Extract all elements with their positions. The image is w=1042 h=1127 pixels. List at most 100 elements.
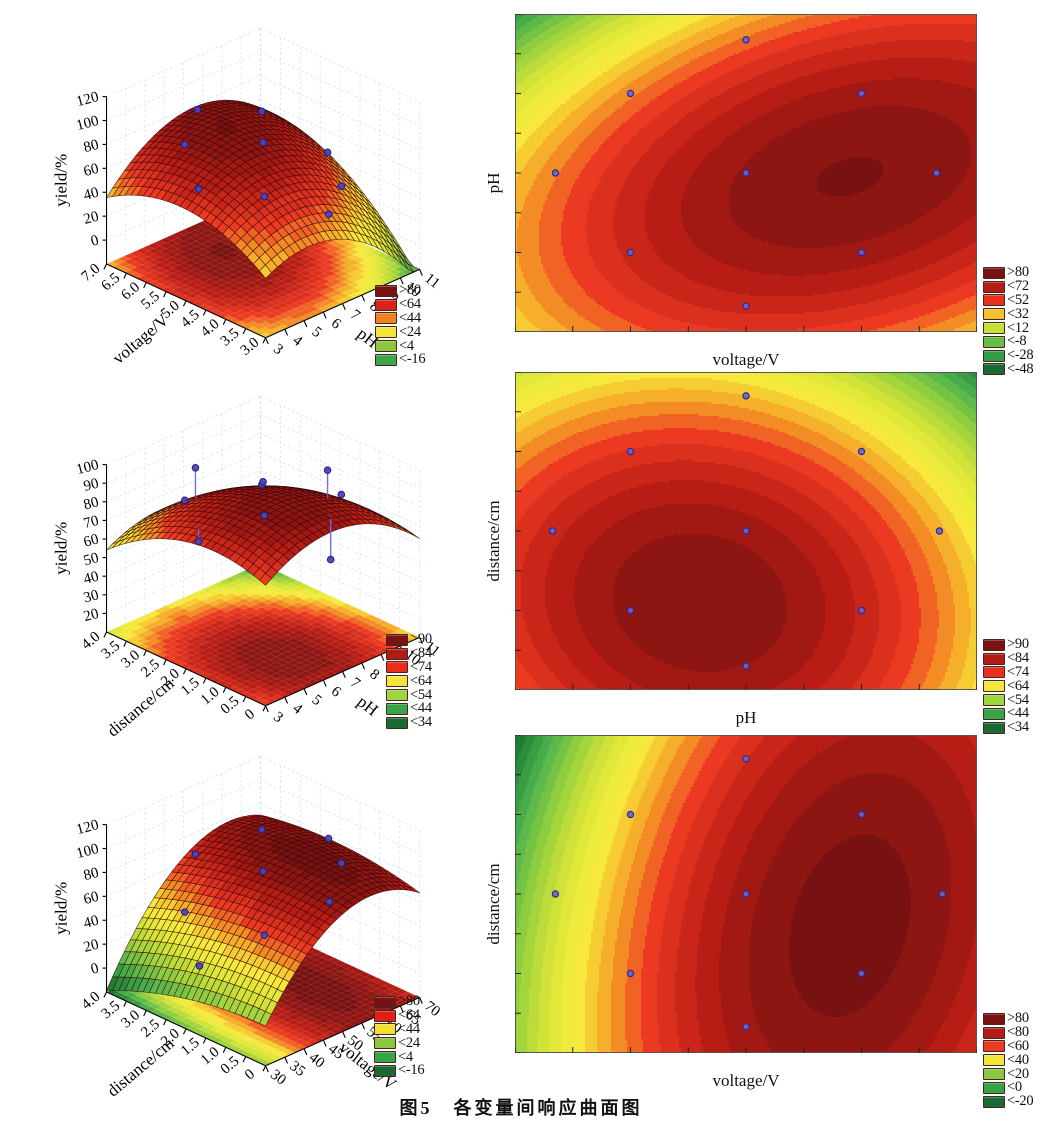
legend-item: <32 [983, 307, 1033, 321]
legend-label: <4 [399, 337, 414, 354]
legend-label: <20 [1007, 1065, 1029, 1082]
legend-label: >90 [410, 631, 432, 648]
legend-label: <24 [399, 323, 421, 340]
legend-item: <64 [983, 679, 1029, 693]
legend-label: <64 [1007, 677, 1029, 694]
legend-swatch [983, 294, 1005, 307]
legend-swatch [375, 326, 397, 339]
legend-swatch [983, 1068, 1005, 1081]
legend-item: >80 [375, 283, 425, 298]
legend-item: <34 [386, 714, 432, 731]
legend-item: <-16 [374, 1063, 425, 1078]
legend-item: <84 [983, 651, 1029, 666]
legend-label: <-16 [399, 351, 426, 368]
legend-swatch [983, 322, 1005, 335]
legend-label: <24 [398, 1034, 420, 1051]
surface-panel-distance-ph [3, 380, 508, 740]
x-axis-title: voltage/V [712, 350, 780, 369]
legend-swatch [983, 1012, 1005, 1025]
surface-panel-voltage-ph [3, 12, 508, 372]
legend-item: <74 [386, 660, 432, 675]
legend-item: <4 [375, 337, 425, 354]
legend-swatch [386, 689, 408, 702]
legend-item: <12 [983, 320, 1033, 335]
surface-panel-distance-voltage [3, 740, 508, 1100]
legend-label: <34 [410, 714, 432, 731]
legend-label: <-20 [1007, 1093, 1034, 1110]
legend-swatch [983, 266, 1005, 279]
legend-swatch [374, 1051, 396, 1064]
legend-swatch [375, 284, 397, 297]
contour-plot-ph-distance [515, 372, 977, 690]
legend-swatch [375, 298, 397, 311]
legend-label: <64 [399, 296, 421, 313]
y-axis-title: distance/cm [484, 500, 503, 582]
legend-swatch [983, 666, 1005, 679]
legend-swatch [375, 312, 397, 325]
y-axis-title: pH [484, 172, 503, 194]
legend-item: >80 [983, 1011, 1033, 1026]
legend-swatch [386, 702, 408, 715]
figure-caption: 图5 各变量间响应曲面图 [399, 1098, 643, 1118]
legend-swatch [983, 652, 1005, 665]
legend-label: >90 [1007, 636, 1029, 653]
legend-label: <60 [1007, 1037, 1029, 1054]
legend-label: <64 [410, 672, 432, 689]
legend-label: <80 [1007, 1024, 1029, 1041]
surface-plot-distance-voltage [3, 740, 508, 1100]
legend-item: <64 [386, 674, 432, 688]
legend-item: <20 [983, 1065, 1033, 1082]
legend-surface-distance-ph: >90 <84 <74 <64 <54 <44 <34 [386, 631, 432, 731]
legend-item: <0 [983, 1080, 1033, 1095]
legend-swatch [983, 1040, 1005, 1053]
legend-contour-voltage-ph: >80 <72 <52 <32 <12 <-8 <-28 <-48 [983, 265, 1034, 376]
legend-swatch [983, 308, 1005, 321]
legend-label: <-8 [1007, 333, 1027, 350]
x-axis-ticks [515, 332, 977, 352]
legend-label: <64 [398, 1007, 420, 1024]
legend-swatch [983, 638, 1005, 651]
legend-item: <24 [374, 1036, 424, 1050]
legend-item: <72 [983, 279, 1033, 294]
legend-label: <44 [1007, 705, 1029, 722]
legend-label: <-28 [1007, 347, 1034, 364]
legend-swatch [983, 335, 1005, 348]
legend-swatch [386, 633, 408, 646]
legend-label: >80 [398, 993, 420, 1010]
surface-plot-voltage-ph [3, 12, 508, 372]
legend-label: <54 [410, 686, 432, 703]
legend-surface-distance-voltage: >80 <64 <44 <24 <4 <-16 [374, 993, 425, 1078]
legend-contour-ph-distance: >90 <84 <74 <64 <54 <44 <34 [983, 636, 1029, 736]
legend-swatch [386, 661, 408, 674]
legend-item: <40 [983, 1053, 1033, 1067]
legend-item: <64 [375, 296, 425, 313]
legend-label: <74 [1007, 663, 1029, 680]
legend-swatch [983, 280, 1005, 293]
legend-item: <-8 [983, 333, 1033, 350]
legend-item: <54 [386, 686, 432, 703]
legend-swatch [983, 694, 1005, 707]
surface-plot-distance-ph [3, 380, 508, 740]
legend-swatch [374, 1064, 396, 1077]
legend-swatch [375, 340, 397, 353]
legend-swatch [375, 353, 397, 366]
legend-label: <52 [1007, 291, 1029, 308]
legend-label: <40 [1007, 1051, 1029, 1068]
legend-item: <52 [983, 291, 1033, 308]
legend-item: >90 [983, 636, 1029, 653]
legend-item: <4 [374, 1049, 424, 1064]
contour-panel-voltage-ph: pH voltage/V [484, 14, 977, 369]
legend-swatch [983, 680, 1005, 693]
legend-swatch [374, 1009, 396, 1022]
legend-item: >80 [374, 993, 424, 1010]
legend-label: <44 [398, 1020, 420, 1037]
legend-swatch [983, 1095, 1005, 1108]
legend-swatch [983, 1081, 1005, 1094]
legend-label: <34 [1007, 719, 1029, 736]
legend-item: <-20 [983, 1093, 1034, 1110]
legend-item: <54 [983, 692, 1029, 707]
legend-item: <-16 [375, 351, 426, 368]
legend-item: <60 [983, 1037, 1033, 1054]
legend-item: <74 [983, 663, 1029, 680]
